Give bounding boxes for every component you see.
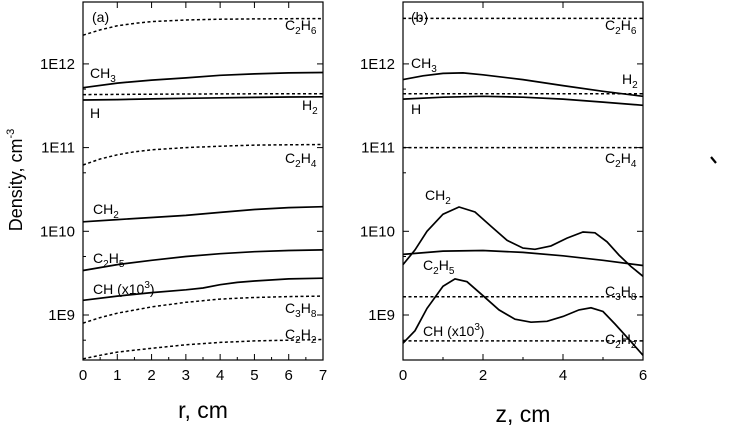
series-label: CH3 <box>90 65 116 85</box>
y-axis-title: Density, cm-3 <box>5 129 26 231</box>
series-line-ch-x10-3- <box>402 277 644 356</box>
panel-a-x-axis-title: r, cm <box>178 397 228 423</box>
series-line-ch-x10-3- <box>82 277 324 302</box>
y-tick-label: 1E10 <box>360 223 395 240</box>
panel-a-series <box>82 17 324 360</box>
series-line-ch3 <box>82 71 324 89</box>
series-label: C2H4 <box>285 150 317 170</box>
y-tick-label: 1E10 <box>40 223 75 240</box>
y-axis-title-exponent: -3 <box>5 129 17 139</box>
series-label: C2H2 <box>285 326 317 346</box>
y-tick-label: 1E11 <box>41 140 75 157</box>
stray-mark <box>710 156 717 164</box>
x-tick-label: 3 <box>182 367 190 384</box>
series-label: H2 <box>302 97 318 117</box>
y-tick-label: 1E9 <box>368 307 395 324</box>
series-label: C2H5 <box>93 250 125 270</box>
series-line-c3h8 <box>82 295 324 324</box>
series-line-ch2 <box>82 205 324 223</box>
series-label: CH2 <box>425 187 451 207</box>
panel-b-x-ticks: 0 2 4 6 <box>399 2 647 384</box>
x-tick-label: 0 <box>399 367 407 384</box>
y-tick-label: 1E11 <box>361 140 395 157</box>
x-tick-label: 7 <box>319 367 327 384</box>
series-line-ch2 <box>402 206 644 277</box>
panel-b-series-labels: C2H6 CH3 H2 H C2H4 CH2 C2H5 C3H8 CH (x103) C2H2 <box>411 17 638 351</box>
series-line-h <box>402 95 644 107</box>
series-label: C2H6 <box>605 17 637 37</box>
series-label: CH (x103) <box>93 280 155 297</box>
y-tick-label: 1E9 <box>48 307 75 324</box>
y-axis-title-main: Density, cm <box>6 139 26 232</box>
series-line-h2 <box>82 92 323 96</box>
series-line-h <box>82 95 324 101</box>
x-tick-label: 2 <box>479 367 487 384</box>
x-tick-label: 2 <box>147 367 155 384</box>
x-tick-label: 5 <box>250 367 258 384</box>
panel-a-series-labels: C2H6 CH3 H2 H C2H4 CH2 C2H5 CH (x103) C3H8 C2H2 <box>90 17 318 346</box>
panel-a-x-ticks: 0 1 2 3 4 5 6 7 <box>79 2 327 384</box>
series-label: H <box>90 105 100 121</box>
series-label: H <box>411 101 421 117</box>
panel-b-y-ticks: 1E9 1E10 1E11 1E12 <box>360 56 643 341</box>
series-line-c2h2 <box>82 338 324 360</box>
y-tick-label: 1E12 <box>40 56 75 73</box>
x-tick-label: 4 <box>559 367 567 384</box>
y-tick-label: 1E12 <box>360 56 395 73</box>
x-tick-label: 4 <box>216 367 224 384</box>
series-label: H2 <box>622 71 638 91</box>
panel-b-frame <box>402 1 644 361</box>
series-line-c2h5 <box>82 249 324 272</box>
panel-b-x-axis-title: z, cm <box>496 401 551 427</box>
series-label: C3H8 <box>285 300 317 320</box>
panel-b-series <box>402 17 644 356</box>
series-label: C3H8 <box>605 283 637 303</box>
series-label: C2H4 <box>605 150 637 170</box>
series-line-c2h5 <box>402 249 644 267</box>
panel-a-y-ticks: 1E9 1E10 1E11 1E12 <box>40 56 323 341</box>
series-line-ch3 <box>402 72 644 98</box>
series-label: C2H6 <box>285 17 317 37</box>
series-label: C2H2 <box>605 331 637 351</box>
series-label: CH3 <box>411 55 437 75</box>
series-label: C2H5 <box>423 257 455 277</box>
panel-a-label: (a) <box>92 9 109 25</box>
series-label: CH (x103) <box>423 322 485 339</box>
panel-b-label: (b) <box>411 9 428 25</box>
x-tick-label: 6 <box>285 367 293 384</box>
x-tick-label: 1 <box>113 367 121 384</box>
x-tick-label: 0 <box>79 367 87 384</box>
x-tick-label: 6 <box>639 367 647 384</box>
series-label: CH2 <box>93 201 119 221</box>
